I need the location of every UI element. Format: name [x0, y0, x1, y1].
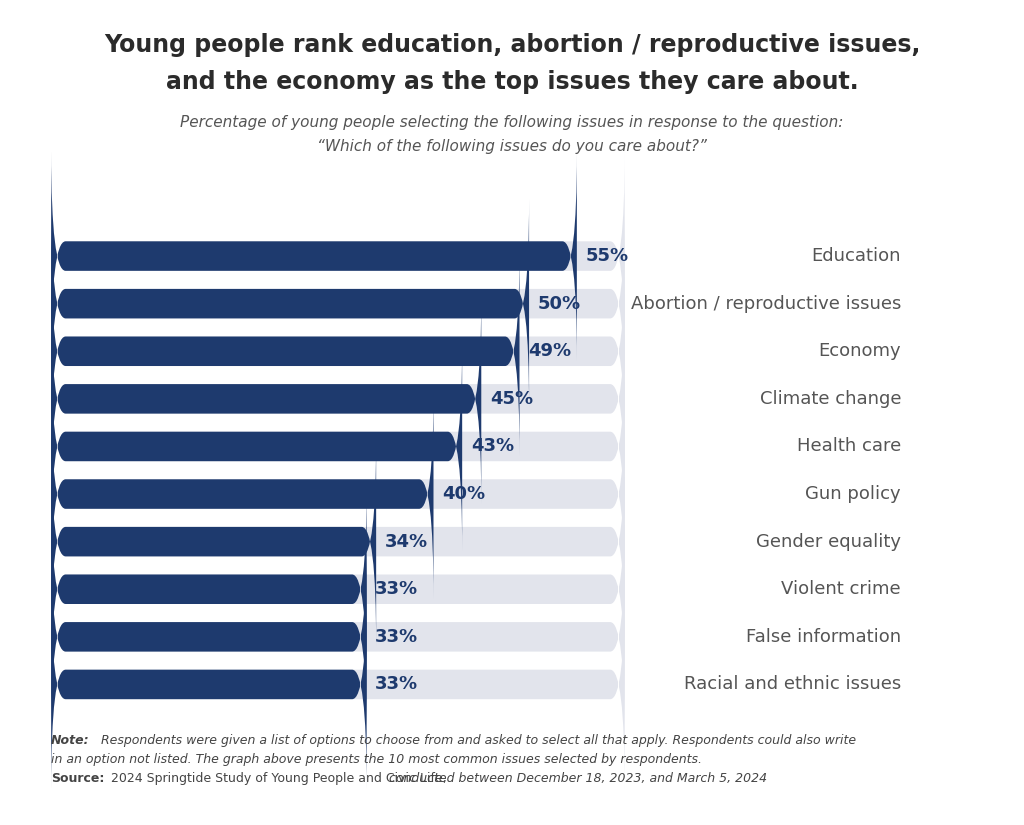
Text: Racial and ethnic issues: Racial and ethnic issues	[684, 676, 901, 694]
FancyBboxPatch shape	[51, 295, 625, 503]
Text: Health care: Health care	[797, 437, 901, 455]
FancyBboxPatch shape	[51, 485, 625, 694]
FancyBboxPatch shape	[51, 533, 367, 741]
Text: 43%: 43%	[471, 437, 514, 455]
Text: 45%: 45%	[489, 390, 534, 408]
Text: Gender equality: Gender equality	[756, 533, 901, 550]
Text: Violent crime: Violent crime	[781, 580, 901, 598]
Text: False information: False information	[746, 628, 901, 646]
Text: Percentage of young people selecting the following issues in response to the que: Percentage of young people selecting the…	[180, 115, 844, 130]
Text: 34%: 34%	[385, 533, 428, 550]
FancyBboxPatch shape	[51, 390, 433, 598]
FancyBboxPatch shape	[51, 247, 519, 455]
Text: and the economy as the top issues they care about.: and the economy as the top issues they c…	[166, 70, 858, 95]
Text: Source:: Source:	[51, 772, 104, 785]
Text: conducted between December 18, 2023, and March 5, 2024: conducted between December 18, 2023, and…	[389, 772, 767, 785]
Text: Respondents were given a list of options to choose from and asked to select all : Respondents were given a list of options…	[101, 733, 856, 747]
FancyBboxPatch shape	[51, 152, 625, 361]
FancyBboxPatch shape	[51, 200, 625, 408]
Text: 55%: 55%	[586, 247, 629, 265]
FancyBboxPatch shape	[51, 152, 577, 361]
FancyBboxPatch shape	[51, 580, 625, 789]
Text: Economy: Economy	[818, 342, 901, 361]
Text: Young people rank education, abortion / reproductive issues,: Young people rank education, abortion / …	[103, 33, 921, 58]
FancyBboxPatch shape	[51, 437, 625, 646]
Text: 49%: 49%	[528, 342, 571, 361]
FancyBboxPatch shape	[51, 295, 481, 503]
FancyBboxPatch shape	[51, 437, 376, 646]
FancyBboxPatch shape	[51, 533, 625, 741]
FancyBboxPatch shape	[51, 247, 625, 455]
Text: 2024 Springtide Study of Young People and Civic Life,: 2024 Springtide Study of Young People an…	[111, 772, 451, 785]
FancyBboxPatch shape	[51, 200, 529, 408]
Text: Note:: Note:	[51, 733, 90, 747]
Text: 40%: 40%	[442, 485, 485, 503]
Text: 33%: 33%	[375, 580, 419, 598]
Text: Climate change: Climate change	[760, 390, 901, 408]
FancyBboxPatch shape	[51, 580, 367, 789]
FancyBboxPatch shape	[51, 390, 625, 598]
Text: 33%: 33%	[375, 628, 419, 646]
Text: 50%: 50%	[538, 295, 581, 313]
Text: Education: Education	[812, 247, 901, 265]
FancyBboxPatch shape	[51, 342, 462, 551]
Text: in an option not listed. The graph above presents the 10 most common issues sele: in an option not listed. The graph above…	[51, 752, 702, 766]
Text: Gun policy: Gun policy	[806, 485, 901, 503]
Text: Abortion / reproductive issues: Abortion / reproductive issues	[631, 295, 901, 313]
Text: “Which of the following issues do you care about?”: “Which of the following issues do you ca…	[317, 139, 707, 154]
Text: 33%: 33%	[375, 676, 419, 694]
FancyBboxPatch shape	[51, 342, 625, 551]
FancyBboxPatch shape	[51, 485, 367, 694]
